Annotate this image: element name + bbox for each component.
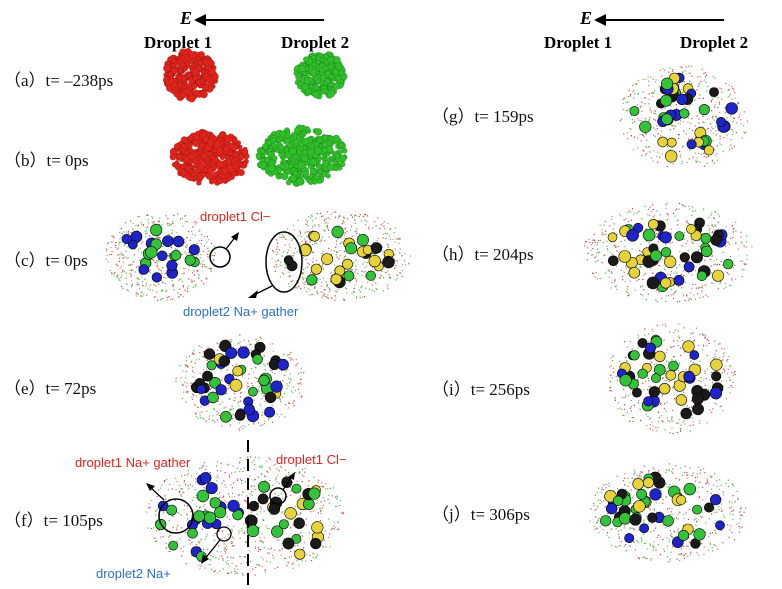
droplet2-cluster (255, 124, 348, 187)
arrow-left-icon (194, 14, 324, 26)
sim-image-i (609, 323, 736, 435)
panel-label-i: （i）t= 256ps (432, 380, 530, 399)
sim-image-h (584, 202, 753, 303)
field-arrow-right: E (580, 8, 725, 34)
panel-label-a: （a）t= –238ps (4, 71, 114, 90)
panel-label-f: （f）t= 105ps (4, 511, 103, 530)
annotation-f-na: droplet2 Na+ (96, 566, 171, 581)
sim-image-f (146, 456, 344, 576)
pointer-arrow (203, 539, 221, 561)
droplet1-ions (121, 223, 200, 283)
panel-label-c: （c）t= 0ps (4, 251, 88, 270)
pointer-arrow (149, 486, 165, 501)
panel-label-e: （e）t= 72ps (4, 379, 97, 398)
highlight-ellipse (265, 231, 303, 293)
annotation-c-cl: droplet1 Cl− (200, 209, 271, 224)
sim-image-c (105, 211, 412, 301)
panel-label-j: （j）t= 306ps (432, 505, 530, 524)
annotation-c-na: droplet2 Na+ gather (183, 304, 299, 319)
highlight-circle (158, 498, 194, 534)
sim-image-b (169, 124, 348, 187)
sim-image-g (619, 65, 749, 168)
droplet1-water (105, 213, 216, 301)
panel-label-h: （h）t= 204ps (432, 245, 534, 264)
field-arrow-left: E (180, 8, 325, 34)
droplet1-cluster (162, 47, 219, 103)
field-symbol-left: E (180, 8, 193, 28)
droplet2-ions (283, 225, 395, 289)
sim-image-j (589, 463, 747, 563)
panel-label-g: （g）t= 159ps (432, 107, 534, 126)
pointer-arrow (282, 475, 293, 491)
droplet2-cluster (293, 51, 348, 100)
right-ions (244, 476, 324, 560)
annotation-marks-f (146, 440, 295, 585)
ions (616, 334, 724, 420)
panel-label-b: （b）t= 0ps (4, 151, 89, 170)
sim-image-e (175, 334, 305, 431)
sim-image-a (162, 47, 348, 103)
header-droplet1-right: Droplet 1 (544, 33, 613, 52)
highlight-circle (269, 487, 287, 505)
droplet1-cluster (169, 128, 250, 186)
ions (600, 471, 725, 549)
ions (191, 339, 289, 423)
header-droplet2-left: Droplet 2 (281, 33, 350, 52)
ions (607, 217, 734, 293)
header-droplet2-right: Droplet 2 (680, 33, 749, 52)
highlight-circle (209, 246, 231, 268)
annotation-f-cl: droplet1 Cl− (276, 452, 347, 467)
annotation-marks-c (209, 231, 303, 298)
header-droplet1-left: Droplet 1 (144, 33, 213, 52)
arrow-right-field-icon (594, 14, 724, 26)
ions (629, 72, 738, 163)
field-symbol-right: E (580, 8, 593, 28)
highlight-circle (216, 526, 232, 542)
annotation-f-na-gather: droplet1 Na+ gather (75, 455, 191, 470)
